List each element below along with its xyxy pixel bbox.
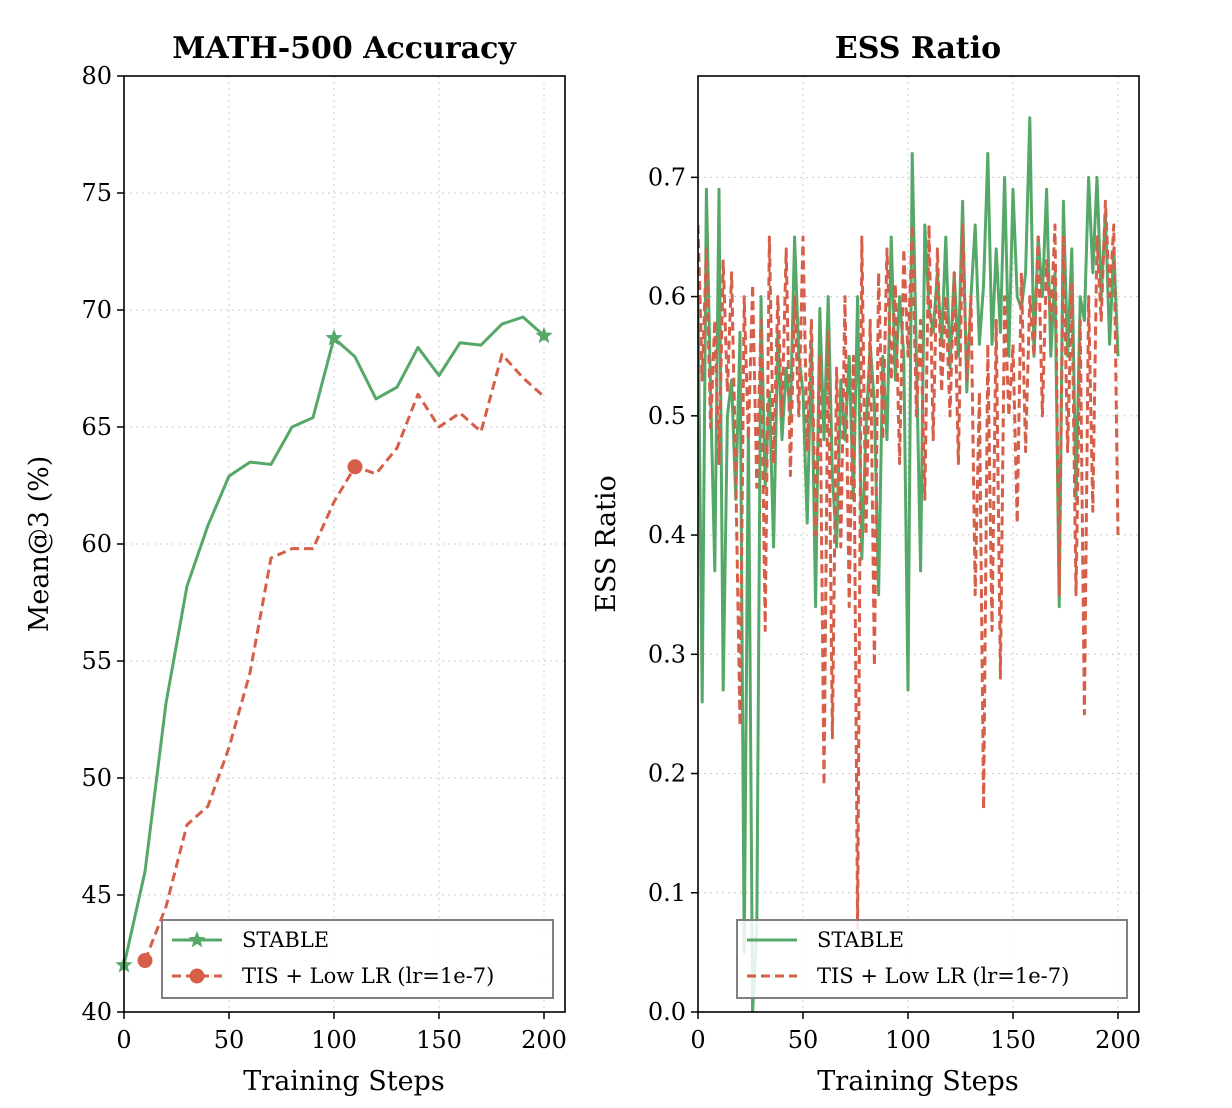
ess-y-tick-label: 0.5 — [648, 402, 686, 430]
accuracy-y-tick-label: 40 — [81, 998, 112, 1026]
accuracy-stable-marker — [325, 328, 343, 346]
ess-legend: STABLE TIS + Low LR (lr=1e-7) — [736, 919, 1128, 999]
ess-y-tick-label: 0.0 — [648, 998, 686, 1026]
accuracy-y-tick-label: 75 — [81, 179, 112, 207]
ess-y-tick-label: 0.1 — [648, 879, 686, 907]
accuracy-tis-marker — [347, 459, 363, 475]
ess-x-tick-label: 200 — [1095, 1026, 1141, 1054]
accuracy-y-tick-label: 50 — [81, 764, 112, 792]
ess-y-tick-label: 0.3 — [648, 640, 686, 668]
accuracy-y-tick-label: 55 — [81, 647, 112, 675]
ess-plot-frame — [697, 75, 1140, 1013]
accuracy-legend-label-stable: STABLE — [242, 928, 329, 952]
accuracy-legend-box — [161, 919, 554, 999]
ess-x-tick-label: 150 — [990, 1026, 1036, 1054]
ess-legend-box — [736, 919, 1128, 999]
accuracy-stable-marker — [535, 326, 553, 344]
accuracy-y-tick-label: 65 — [81, 413, 112, 441]
ess-series-tis-line — [698, 199, 1120, 931]
ess-y-axis-label: ESS Ratio — [591, 475, 622, 613]
ess-y-tick-label: 0.7 — [648, 163, 686, 191]
accuracy-x-tick-label: 0 — [116, 1026, 131, 1054]
accuracy-y-tick-label: 45 — [81, 881, 112, 909]
accuracy-legend: STABLE TIS + Low LR (lr=1e-7) — [161, 919, 554, 999]
ess-x-axis-label: Training Steps — [817, 1066, 1018, 1097]
ess-x-tick-label: 50 — [788, 1026, 819, 1054]
accuracy-legend-marker-tis — [189, 968, 205, 984]
accuracy-x-tick-label: 100 — [311, 1026, 357, 1054]
accuracy-x-tick-label: 200 — [521, 1026, 567, 1054]
ess-x-tick-label: 100 — [885, 1026, 931, 1054]
accuracy-chart: MATH-500 Accuracy Training Steps Mean@3 … — [24, 31, 567, 1097]
accuracy-y-tick-label: 70 — [81, 296, 112, 324]
accuracy-legend-label-tis: TIS + Low LR (lr=1e-7) — [242, 964, 494, 988]
ess-y-tick-label: 0.6 — [648, 283, 686, 311]
accuracy-x-axis-label: Training Steps — [243, 1066, 444, 1097]
ess-y-tick-label: 0.4 — [648, 521, 686, 549]
ess-ratio-chart: ESS Ratio Training Steps ESS Ratio 0 50 10… — [591, 31, 1141, 1097]
accuracy-series-tis-line — [143, 352, 545, 962]
accuracy-x-tick-label: 150 — [416, 1026, 462, 1054]
accuracy-legend-marker-stable — [188, 930, 206, 948]
accuracy-y-tick-label: 80 — [81, 62, 112, 90]
ess-chart-title: ESS Ratio — [835, 31, 1001, 66]
ess-x-tick-label: 0 — [690, 1026, 705, 1054]
accuracy-chart-title: MATH-500 Accuracy — [172, 31, 517, 66]
accuracy-x-tick-label: 50 — [214, 1026, 245, 1054]
accuracy-tis-marker — [137, 953, 153, 969]
ess-y-tick-label: 0.2 — [648, 760, 686, 788]
accuracy-y-axis-label: Mean@3 (%) — [24, 456, 55, 633]
accuracy-y-tick-label: 60 — [81, 530, 112, 558]
ess-legend-label-tis: TIS + Low LR (lr=1e-7) — [817, 964, 1069, 988]
ess-legend-label-stable: STABLE — [817, 928, 904, 952]
